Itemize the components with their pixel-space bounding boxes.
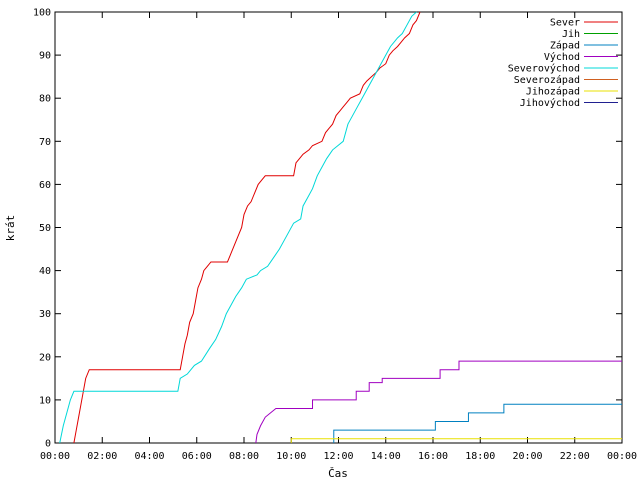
x-tick-label: 18:00 xyxy=(465,451,495,462)
legend: SeverJihZápadVýchodSeverovýchodSeverozáp… xyxy=(508,18,618,109)
series-group xyxy=(59,11,622,444)
x-tick-label: 00:00 xyxy=(607,451,637,462)
y-tick-label: 40 xyxy=(39,266,51,277)
legend-label: Sever xyxy=(550,18,580,29)
y-axis-title: krát xyxy=(4,215,17,242)
y-tick-label: 0 xyxy=(45,439,51,450)
series-line-6 xyxy=(290,438,622,443)
series-line-2 xyxy=(333,403,622,443)
legend-label: Severozápad xyxy=(514,74,580,86)
y-tick-label: 20 xyxy=(39,352,51,363)
series-line-3 xyxy=(255,360,622,444)
y-tick-label: 60 xyxy=(39,180,51,191)
x-tick-label: 04:00 xyxy=(134,451,164,462)
x-tick-label: 10:00 xyxy=(276,451,306,462)
y-tick-label: 80 xyxy=(39,94,51,105)
series-line-0 xyxy=(73,11,421,444)
legend-label: Severovýchod xyxy=(508,63,580,75)
y-tick-label: 10 xyxy=(39,395,51,406)
x-tick-label: 02:00 xyxy=(87,451,117,462)
series-line-4 xyxy=(59,11,417,444)
legend-label: Východ xyxy=(544,51,580,63)
x-tick-label: 16:00 xyxy=(418,451,448,462)
x-tick-label: 22:00 xyxy=(560,451,590,462)
x-tick-label: 08:00 xyxy=(229,451,259,462)
y-tick-label: 70 xyxy=(39,137,51,148)
x-tick-label: 06:00 xyxy=(182,451,212,462)
x-tick-label: 14:00 xyxy=(371,451,401,462)
y-tick-label: 50 xyxy=(39,223,51,234)
y-tick-label: 90 xyxy=(39,51,51,62)
ticks: 0 10 20 30 40 50 60 70 80 90 100 00:00 02:00 04:00 06:… xyxy=(33,8,637,463)
x-axis-title: Čas xyxy=(328,467,348,480)
legend-label: Jihozápad xyxy=(526,86,580,98)
y-tick-label: 30 xyxy=(39,309,51,320)
x-tick-label: 12:00 xyxy=(323,451,353,462)
x-tick-label: 00:00 xyxy=(40,451,70,462)
legend-label: Jih xyxy=(562,29,580,40)
x-tick-label: 20:00 xyxy=(512,451,542,462)
y-tick-label: 100 xyxy=(33,8,51,19)
legend-label: Jihovýchod xyxy=(520,97,580,109)
legend-label: Západ xyxy=(550,40,580,52)
